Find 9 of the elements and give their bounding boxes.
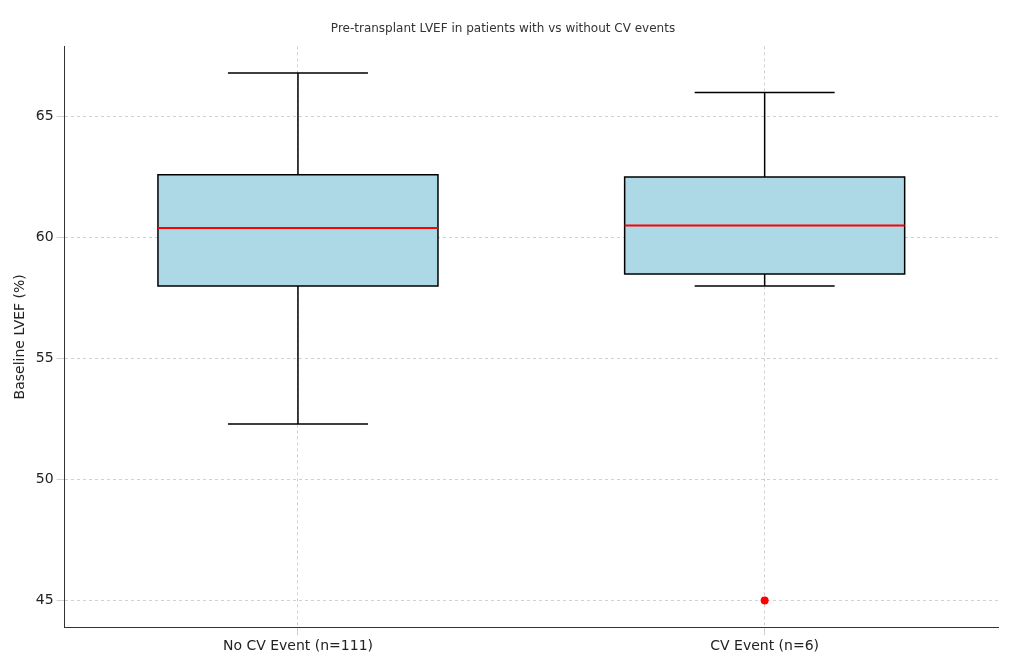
y-tick-label: 45 xyxy=(35,591,54,608)
x-tick-label: No CV Event (n=111) xyxy=(222,637,374,654)
x-tick-label: CV Event (n=6) xyxy=(710,637,820,654)
y-tick-label: 65 xyxy=(35,107,54,124)
chart-title: Pre-transplant LVEF in patients with vs without CV events xyxy=(330,21,676,36)
y-axis-title: Baseline LVEF (%) xyxy=(11,274,28,400)
y-tick-label: 60 xyxy=(35,228,54,245)
y-tick-label: 55 xyxy=(35,349,54,366)
y-tick-label: 50 xyxy=(35,470,54,487)
